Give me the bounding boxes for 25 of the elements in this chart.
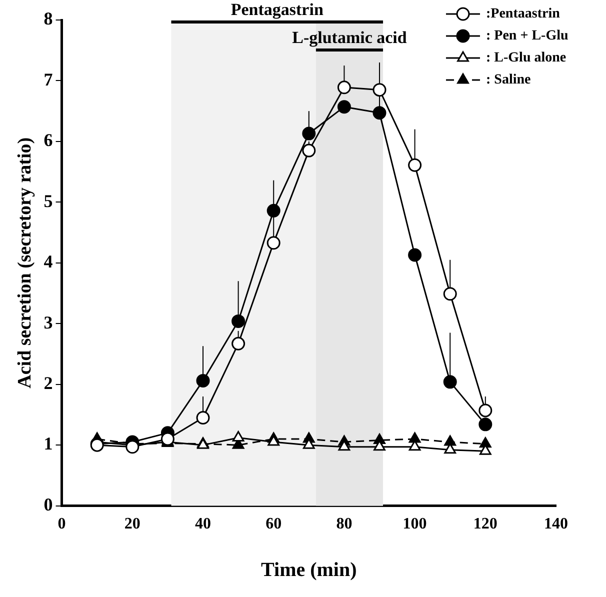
x-tick-label: 100 (402, 516, 427, 533)
y-tick-label: 6 (44, 130, 53, 150)
legend-label: : Pen + L-Glu (486, 28, 568, 44)
legend-label: : L-Glu alone (486, 50, 566, 66)
y-tick-label: 2 (44, 373, 53, 394)
x-tick-label: 40 (195, 516, 211, 533)
y-tick-label: 5 (44, 190, 53, 211)
x-axis-title: Time (min) (261, 559, 357, 582)
y-tick-label: 3 (44, 312, 53, 332)
x-tick-label: 80 (336, 516, 352, 533)
x-tick-label: 0 (58, 516, 66, 533)
y-tick-label: 0 (44, 494, 53, 514)
band-label: L-glutamic acid (292, 28, 408, 47)
y-tick-label: 1 (44, 434, 53, 454)
y-tick-label: 4 (44, 252, 53, 272)
y-tick-label: 8 (44, 8, 53, 29)
x-tick-label: 60 (266, 516, 282, 533)
x-tick-label: 140 (544, 516, 568, 533)
x-tick-label: 120 (473, 516, 498, 533)
y-axis-title: Acid secretion (secretory ratio) (14, 137, 36, 388)
legend-label: : Saline (486, 72, 531, 88)
x-tick-label: 20 (124, 516, 140, 533)
band-label: Pentagastrin (230, 0, 324, 19)
legend-label: :Pentaastrin (486, 6, 560, 22)
y-tick-label: 7 (44, 69, 53, 90)
